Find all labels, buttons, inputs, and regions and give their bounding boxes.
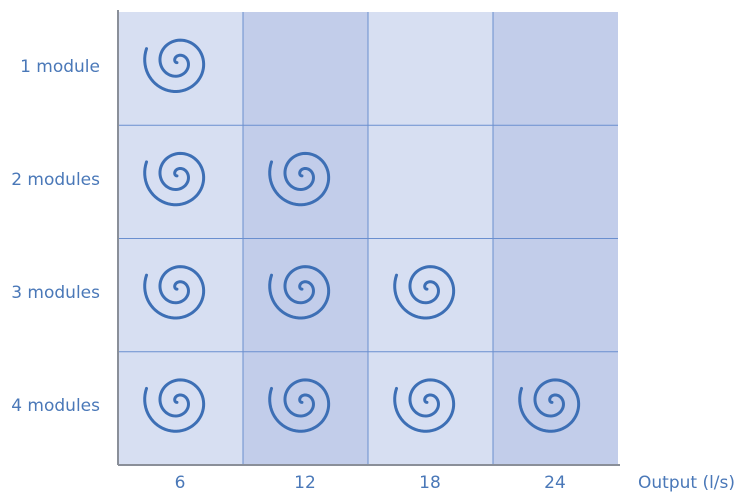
grid-cell xyxy=(493,238,618,352)
grid-cell xyxy=(118,351,243,465)
grid-lines xyxy=(117,10,620,466)
grid-cell xyxy=(243,125,368,239)
grid-cell xyxy=(243,238,368,352)
grid-cell xyxy=(493,125,618,239)
spiral-icon xyxy=(268,378,331,433)
grid-cell xyxy=(493,351,618,465)
column-label-6: 6 xyxy=(174,473,186,493)
grid-cells xyxy=(118,12,618,465)
grid-cell xyxy=(243,351,368,465)
spiral-icon xyxy=(143,265,206,320)
grid-cell xyxy=(368,238,493,352)
row-label-4: 4 modules xyxy=(11,396,100,417)
spiral-icon xyxy=(268,265,331,320)
spiral-icon xyxy=(143,38,206,93)
spiral-icon xyxy=(143,151,206,207)
row-label-3: 3 modules xyxy=(11,283,100,304)
row-label-1: 1 module xyxy=(20,56,100,77)
grid-cell xyxy=(493,12,618,126)
grid-cell xyxy=(368,12,493,126)
grid-cell xyxy=(243,12,368,126)
spiral-icon xyxy=(143,378,206,433)
grid-cell xyxy=(118,12,243,126)
spiral-icon xyxy=(393,265,456,320)
spiral-icon xyxy=(393,378,456,433)
grid-cell xyxy=(118,238,243,352)
spiral-icons xyxy=(143,38,581,433)
grid-cell xyxy=(368,125,493,239)
column-label-24: 24 xyxy=(544,473,566,493)
grid-cell xyxy=(368,351,493,465)
spiral-icon xyxy=(268,151,331,207)
column-label-12: 12 xyxy=(294,473,316,493)
row-label-2: 2 modules xyxy=(11,169,100,190)
output-axis-label: Output (l/s) xyxy=(638,473,736,493)
column-label-18: 18 xyxy=(419,473,441,493)
grid-cell xyxy=(118,125,243,239)
spiral-icon xyxy=(518,378,581,433)
